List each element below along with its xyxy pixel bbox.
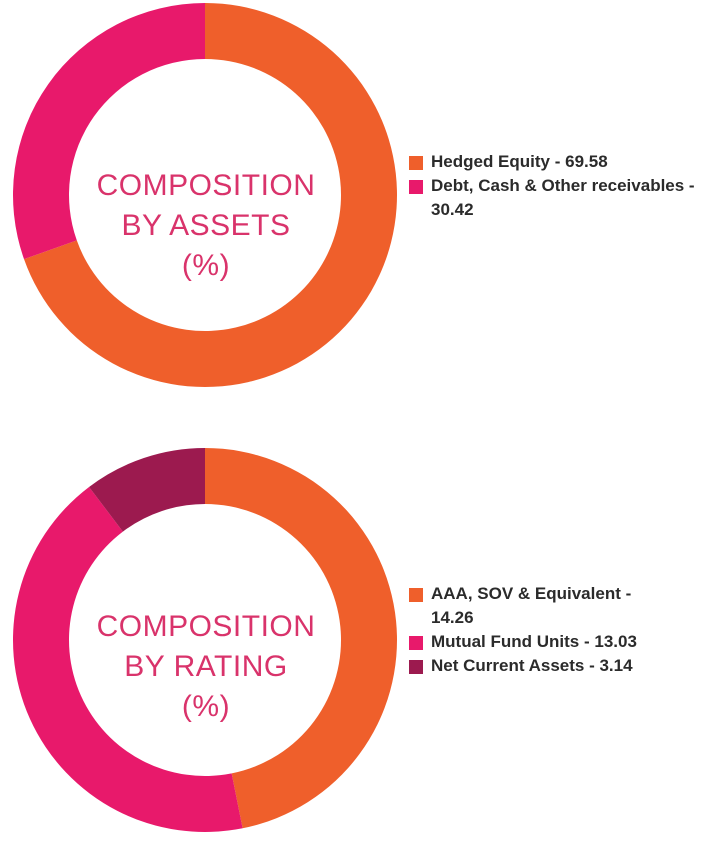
- title-line: COMPOSITION: [96, 169, 316, 202]
- donut-slice: [89, 448, 205, 532]
- legend-item: Hedged Equity - 69.58: [409, 150, 709, 174]
- legend-item: AAA, SOV & Equivalent - 14.26: [409, 582, 664, 630]
- title-line: BY RATING: [124, 650, 288, 683]
- legend-swatch: [409, 588, 423, 602]
- legend-label: AAA, SOV & Equivalent - 14.26: [431, 584, 632, 627]
- legend-item: Debt, Cash & Other receivables - 30.42: [409, 174, 709, 222]
- legend-item: Mutual Fund Units - 13.03: [409, 630, 664, 654]
- donut-assets: [12, 3, 398, 388]
- legend-swatch: [409, 636, 423, 650]
- donut-slice: [12, 486, 243, 832]
- chart-composition-by-assets: COMPOSITION BY ASSETS (%) Hedged Equity …: [0, 0, 711, 400]
- title-line: (%): [181, 249, 231, 282]
- legend-label: Net Current Assets - 3.14: [431, 656, 633, 675]
- legend-swatch: [409, 660, 423, 674]
- chart-composition-by-rating: COMPOSITION BY RATING (%) AAA, SOV & Equ…: [0, 445, 711, 844]
- center-title-rating: COMPOSITION BY RATING (%): [56, 607, 356, 727]
- title-line: BY ASSETS: [121, 209, 291, 242]
- title-line: (%): [181, 690, 231, 723]
- legend-label: Mutual Fund Units - 13.03: [431, 632, 637, 651]
- legend-label: Debt, Cash & Other receivables - 30.42: [431, 176, 695, 219]
- title-line: COMPOSITION: [96, 610, 316, 643]
- legend-rating: AAA, SOV & Equivalent - 14.26 Mutual Fun…: [409, 582, 664, 678]
- donut-slice: [12, 3, 205, 260]
- legend-item: Net Current Assets - 3.14: [409, 654, 664, 678]
- legend-label: Hedged Equity - 69.58: [431, 152, 608, 171]
- donut-rating: [12, 448, 398, 832]
- donut-slice: [24, 3, 398, 388]
- donut-slice: [205, 448, 398, 829]
- legend-assets: Hedged Equity - 69.58 Debt, Cash & Other…: [409, 150, 709, 222]
- legend-swatch: [409, 180, 423, 194]
- center-title-assets: COMPOSITION BY ASSETS (%): [56, 166, 356, 286]
- legend-swatch: [409, 156, 423, 170]
